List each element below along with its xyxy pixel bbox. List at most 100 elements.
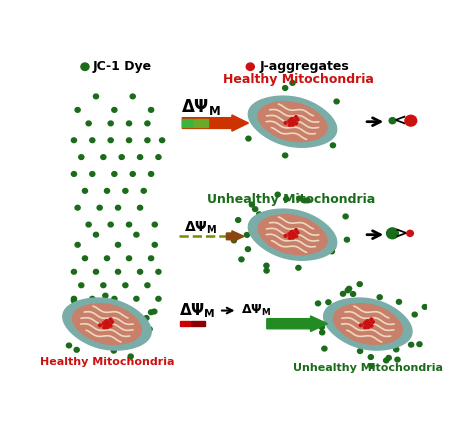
- Circle shape: [288, 124, 292, 126]
- Circle shape: [329, 249, 335, 254]
- Circle shape: [82, 310, 88, 314]
- Circle shape: [291, 120, 294, 123]
- Circle shape: [330, 143, 336, 148]
- Circle shape: [137, 205, 143, 210]
- Circle shape: [231, 238, 237, 243]
- Circle shape: [90, 297, 95, 301]
- Circle shape: [407, 230, 413, 237]
- Circle shape: [116, 269, 120, 274]
- Circle shape: [99, 324, 101, 327]
- Circle shape: [319, 330, 325, 335]
- Circle shape: [145, 138, 150, 143]
- Circle shape: [127, 310, 132, 314]
- Circle shape: [108, 121, 113, 126]
- Circle shape: [148, 256, 154, 261]
- Circle shape: [284, 234, 287, 237]
- Circle shape: [127, 121, 132, 126]
- Circle shape: [283, 153, 288, 158]
- Circle shape: [112, 297, 117, 301]
- Circle shape: [386, 356, 391, 360]
- FancyArrow shape: [227, 231, 244, 242]
- Circle shape: [74, 347, 79, 352]
- Polygon shape: [248, 209, 337, 260]
- Circle shape: [145, 283, 150, 288]
- Circle shape: [134, 297, 139, 301]
- Circle shape: [72, 172, 76, 177]
- Circle shape: [422, 304, 428, 309]
- Circle shape: [395, 357, 400, 362]
- Circle shape: [319, 325, 324, 329]
- Circle shape: [137, 155, 143, 159]
- Circle shape: [305, 198, 310, 203]
- Circle shape: [316, 301, 320, 306]
- Circle shape: [116, 243, 120, 247]
- Polygon shape: [73, 304, 141, 344]
- Circle shape: [296, 118, 299, 121]
- Circle shape: [326, 300, 331, 304]
- Circle shape: [103, 326, 106, 329]
- Circle shape: [123, 188, 128, 193]
- Text: $\mathbf{\Delta\Psi_M}$: $\mathbf{\Delta\Psi_M}$: [181, 96, 220, 117]
- Circle shape: [284, 121, 287, 124]
- Circle shape: [396, 300, 401, 304]
- Circle shape: [297, 196, 302, 201]
- Circle shape: [72, 138, 76, 143]
- Circle shape: [291, 230, 293, 233]
- Circle shape: [290, 231, 292, 234]
- Circle shape: [156, 155, 161, 159]
- Circle shape: [296, 231, 299, 234]
- Circle shape: [253, 207, 258, 212]
- Circle shape: [367, 322, 370, 325]
- Circle shape: [79, 155, 84, 159]
- Circle shape: [322, 346, 327, 351]
- Circle shape: [137, 269, 143, 274]
- Circle shape: [127, 222, 132, 227]
- Circle shape: [249, 202, 255, 207]
- Circle shape: [107, 322, 109, 325]
- Circle shape: [236, 218, 241, 223]
- Circle shape: [104, 321, 107, 324]
- Circle shape: [288, 120, 291, 123]
- Circle shape: [369, 364, 374, 368]
- Bar: [194, 119, 208, 127]
- Circle shape: [289, 233, 292, 236]
- Circle shape: [291, 124, 294, 126]
- Text: Healthy Mitochondria: Healthy Mitochondria: [40, 357, 174, 367]
- Circle shape: [148, 172, 154, 177]
- Circle shape: [104, 256, 109, 261]
- Circle shape: [345, 237, 349, 242]
- Polygon shape: [333, 304, 402, 344]
- Circle shape: [103, 322, 107, 325]
- Circle shape: [246, 247, 251, 251]
- Circle shape: [110, 321, 113, 323]
- Circle shape: [343, 214, 348, 219]
- Circle shape: [90, 172, 95, 177]
- Circle shape: [264, 268, 269, 273]
- Circle shape: [109, 324, 112, 327]
- Circle shape: [283, 197, 289, 201]
- Circle shape: [127, 256, 132, 261]
- Polygon shape: [63, 298, 151, 350]
- Circle shape: [75, 205, 80, 210]
- Circle shape: [93, 232, 99, 237]
- Bar: [182, 119, 192, 127]
- Circle shape: [377, 295, 382, 300]
- Circle shape: [141, 188, 146, 193]
- Bar: [181, 321, 190, 326]
- Circle shape: [246, 136, 251, 141]
- Circle shape: [245, 233, 249, 237]
- Circle shape: [128, 354, 133, 359]
- Circle shape: [368, 355, 374, 360]
- FancyArrow shape: [267, 316, 328, 332]
- Text: <: <: [394, 114, 407, 129]
- Circle shape: [108, 222, 113, 227]
- Text: Unhealthy Mitochondria: Unhealthy Mitochondria: [293, 363, 443, 373]
- Circle shape: [405, 115, 417, 126]
- Circle shape: [107, 322, 109, 325]
- Circle shape: [292, 120, 295, 123]
- Circle shape: [105, 320, 108, 322]
- Circle shape: [160, 138, 164, 143]
- Circle shape: [239, 257, 244, 262]
- Circle shape: [145, 121, 150, 126]
- Text: J-aggregates: J-aggregates: [259, 60, 349, 73]
